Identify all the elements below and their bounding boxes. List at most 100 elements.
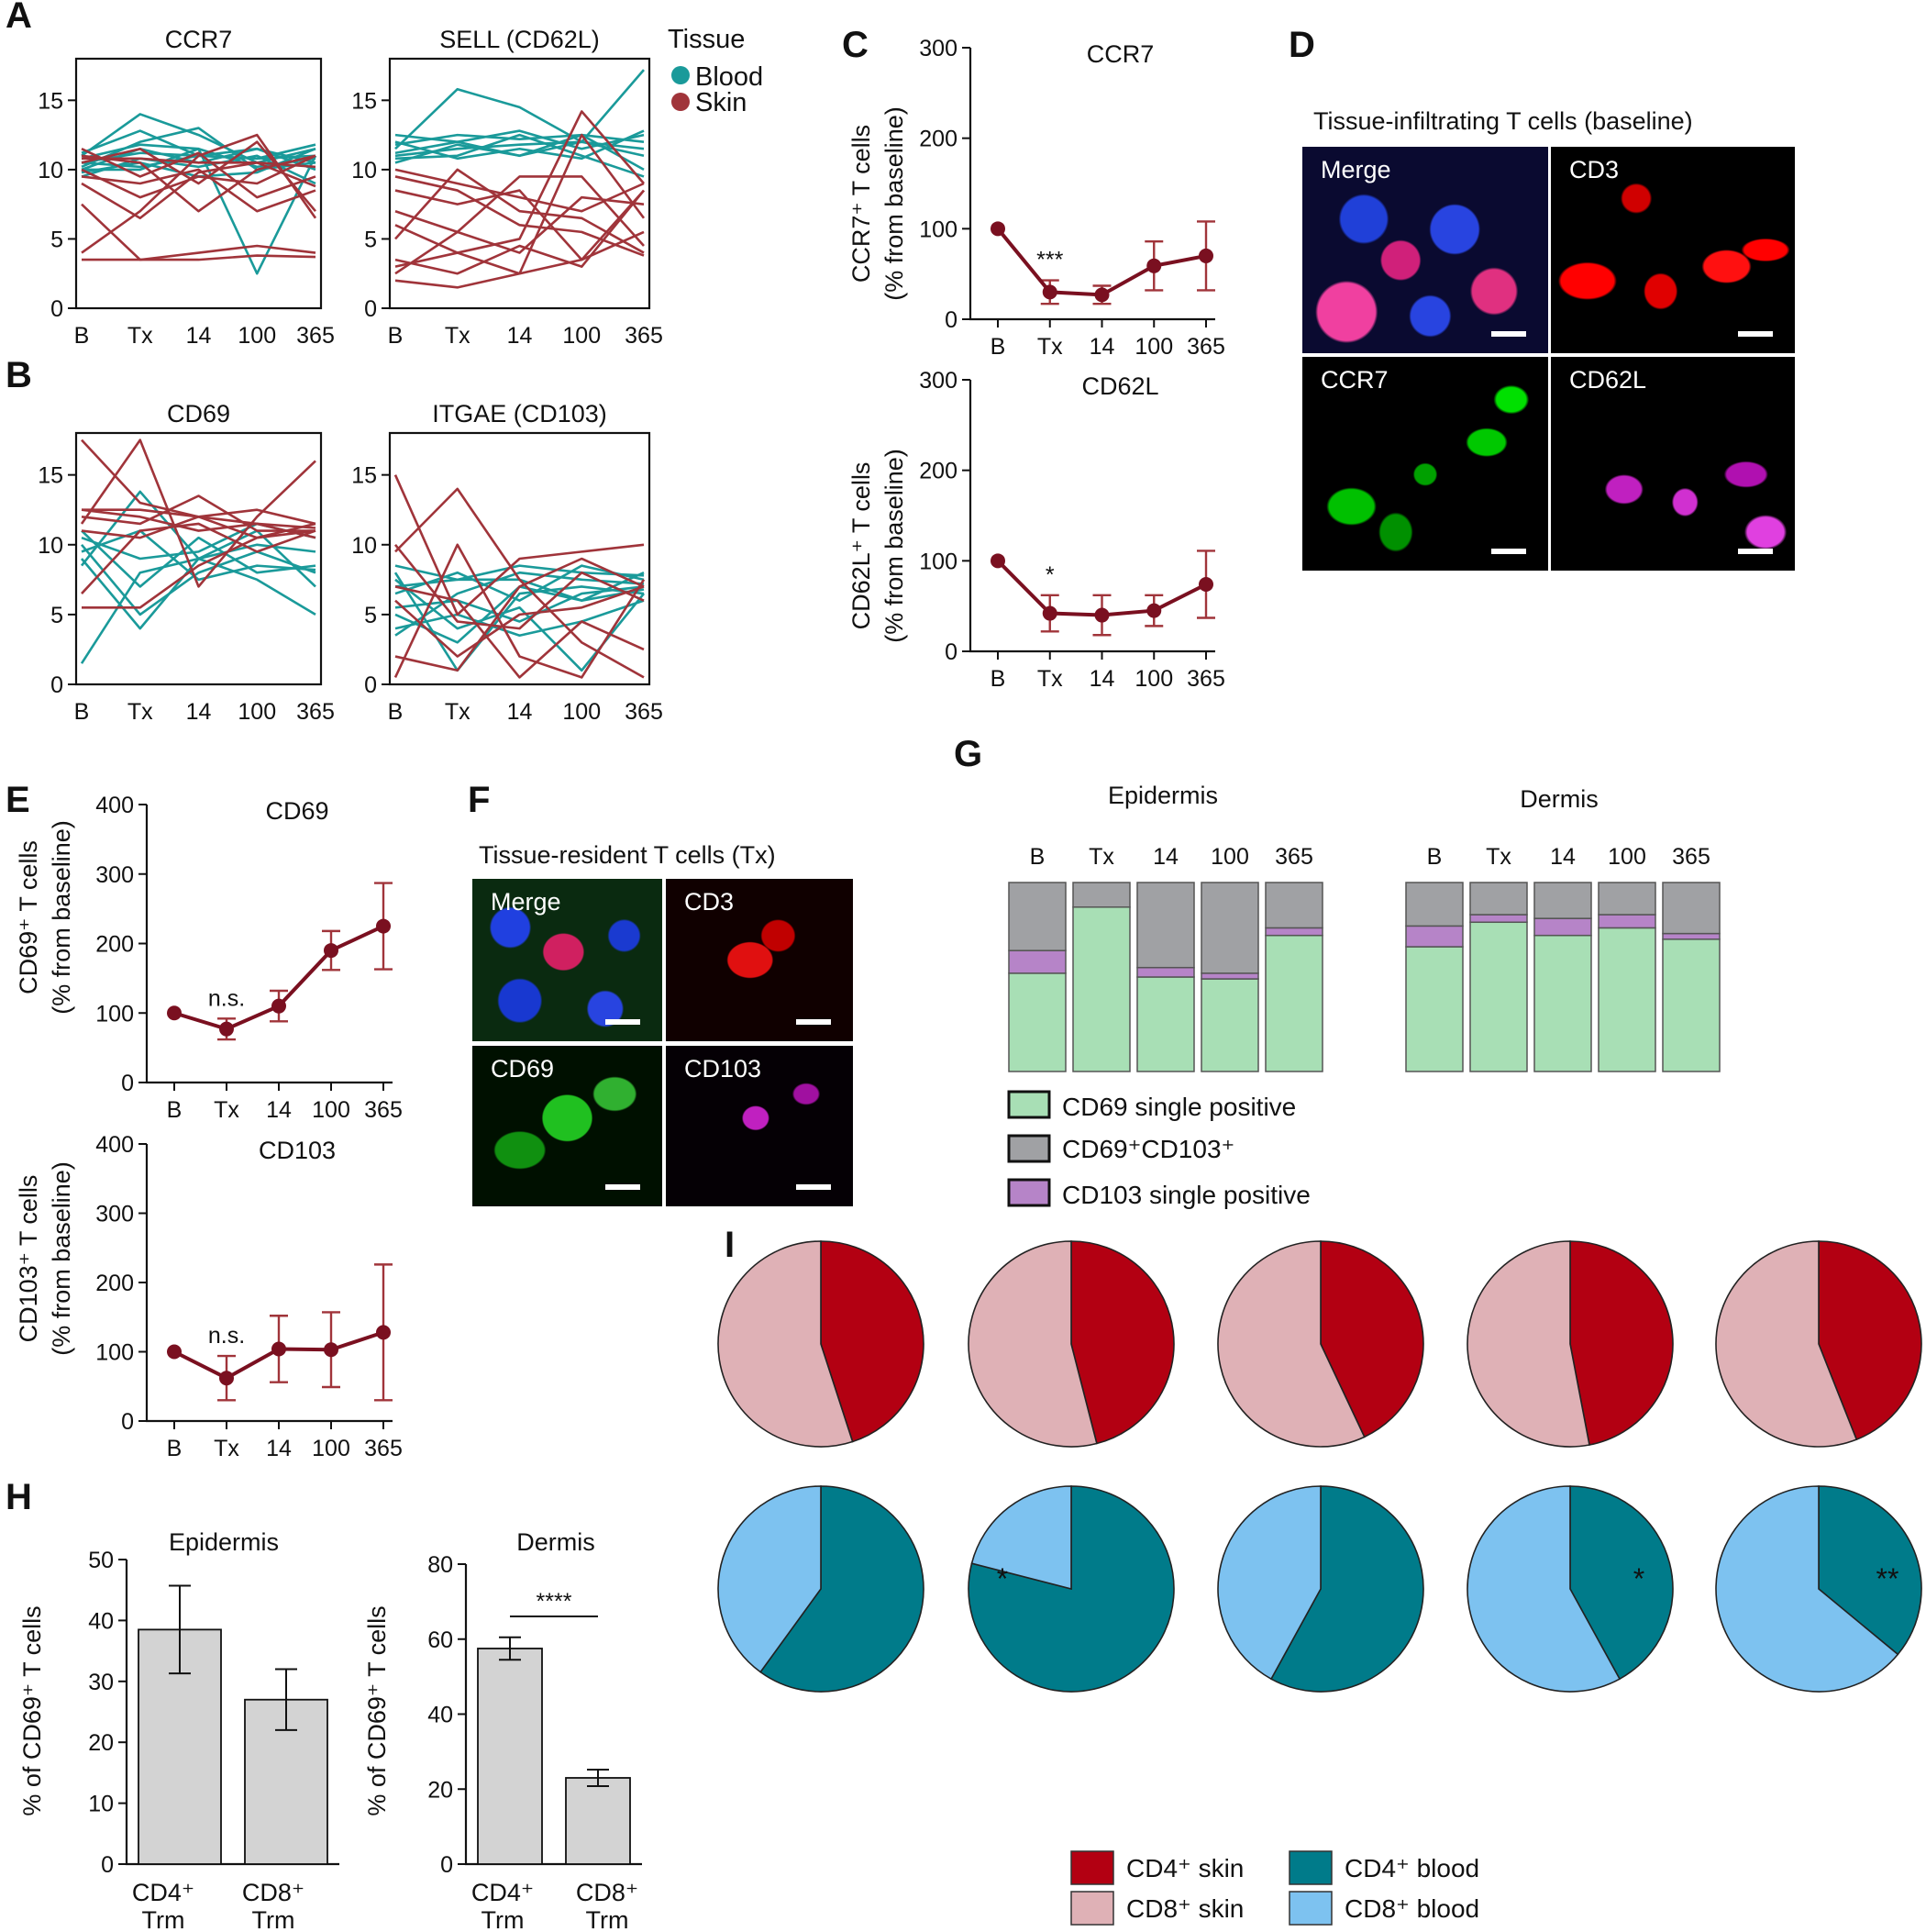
micrograph-d-cd62l: CD62L <box>1551 357 1795 571</box>
micrograph-f-cd69: CD69 <box>472 1046 662 1206</box>
bar-cd103-single <box>1136 966 1195 978</box>
a1-blood-series-1 <box>81 113 316 164</box>
bar-category-label: 100 <box>1608 844 1646 870</box>
y-tick-label: 5 <box>50 603 63 628</box>
pie-slice-cd8-blood <box>1715 1485 1899 1693</box>
x-tick-label: B <box>167 1097 183 1123</box>
bar-cd69-cd103-double <box>1662 882 1721 935</box>
y-tick-label: 400 <box>95 793 134 818</box>
scale-bar <box>796 1184 831 1190</box>
y-tick-label: 200 <box>95 1271 134 1296</box>
bar-category-label: Tx <box>1089 844 1114 870</box>
data-point <box>1199 248 1213 263</box>
data-point <box>376 1325 391 1340</box>
x-tick-label: 365 <box>296 699 335 725</box>
h1-cat1-label: CD4⁺ <box>132 1879 194 1906</box>
x-tick-label: 100 <box>1135 334 1173 360</box>
x-tick-label: 14 <box>186 699 212 725</box>
g-legend-cd69-swatch <box>1007 1090 1051 1119</box>
scale-bar <box>605 1184 640 1190</box>
bar-cd69-cd103-double <box>1405 882 1464 927</box>
scale-bar <box>796 1019 831 1025</box>
pie-slice-cd4-blood <box>1569 1485 1674 1681</box>
y-tick-label: 40 <box>88 1608 114 1634</box>
micrograph-d-ccr7: CCR7 <box>1302 357 1548 571</box>
x-tick-label: 365 <box>364 1436 403 1461</box>
data-point <box>324 1342 338 1358</box>
x-tick-label: 14 <box>266 1436 292 1461</box>
x-tick-label: 100 <box>238 699 276 725</box>
bar-cd69-single <box>1136 976 1195 1072</box>
micrograph-d-ccr7-label: CCR7 <box>1321 366 1389 394</box>
micrograph-d-cd62l-label: CD62L <box>1569 366 1647 394</box>
c1-ylabel-2: (% from baseline) <box>880 106 908 301</box>
i-legend-cd8skin-label: CD8⁺ skin <box>1126 1894 1244 1923</box>
y-tick-label: 200 <box>919 127 957 152</box>
pie-slice-cd4-skin <box>1320 1240 1424 1438</box>
y-tick-label: 300 <box>95 862 134 888</box>
pie-slice-cd8-skin <box>1217 1240 1366 1448</box>
x-tick-label: 365 <box>625 699 663 725</box>
y-tick-label: 80 <box>427 1552 453 1578</box>
y-tick-label: 0 <box>364 672 377 698</box>
y-tick-label: 200 <box>95 932 134 958</box>
bar-category-label: 365 <box>1275 844 1313 870</box>
i-legend-cd8skin-swatch <box>1070 1891 1114 1926</box>
panel-label-i: I <box>725 1225 735 1265</box>
x-tick-label: 100 <box>1135 666 1173 692</box>
data-point <box>219 1371 234 1386</box>
b2-blood-series-2 <box>394 585 645 623</box>
data-point <box>271 998 286 1014</box>
bar-cd69-single <box>1533 934 1592 1072</box>
y-tick-label: 300 <box>95 1202 134 1227</box>
micrograph-f-cd3: CD3 <box>666 879 853 1041</box>
bar-category-label: 14 <box>1153 844 1179 870</box>
x-tick-label: 100 <box>312 1097 350 1123</box>
bar-cd69-cd103-double <box>1072 882 1131 908</box>
a2-skin-series-16 <box>394 230 645 289</box>
bar-category-label: B <box>1030 844 1046 870</box>
y-tick-label: 10 <box>38 158 63 183</box>
bar-cd69-cd103-double <box>1265 882 1323 929</box>
a2-skin-series-12 <box>394 189 646 275</box>
y-tick-label: 0 <box>121 1409 134 1435</box>
micrograph-f-merge-label: Merge <box>491 888 561 916</box>
b1-blood-series-3 <box>80 490 316 588</box>
data-point <box>1146 603 1162 618</box>
y-tick-label: 10 <box>88 1792 114 1817</box>
data-point <box>376 918 391 934</box>
g1-title: Epidermis <box>1108 782 1218 809</box>
x-tick-label: B <box>167 1436 183 1461</box>
micrograph-f-cd103-label: CD103 <box>684 1055 762 1083</box>
g-legend-cd103-label: CD103 single positive <box>1062 1181 1311 1209</box>
a1-skin-series-15 <box>81 154 316 199</box>
a1-skin-series-18 <box>81 140 316 213</box>
b2-frame <box>388 431 651 686</box>
a1-skin-series-19 <box>81 161 316 220</box>
x-tick-label: 14 <box>266 1097 292 1123</box>
pie-significance: ** <box>1876 1562 1899 1595</box>
g-legend-dp-label: CD69⁺CD103⁺ <box>1062 1135 1234 1163</box>
y-tick-label: 100 <box>919 549 957 574</box>
b2-title: ITGAE (CD103) <box>432 400 607 427</box>
y-tick-label: 100 <box>95 1001 134 1027</box>
data-point <box>271 1341 286 1357</box>
y-tick-label: 0 <box>945 639 957 665</box>
a1-skin-series-17 <box>81 148 316 199</box>
a2-blood-series-6 <box>394 129 645 161</box>
y-tick-label: 20 <box>88 1730 114 1756</box>
y-tick-label: 0 <box>50 672 63 698</box>
y-tick-label: 300 <box>919 368 957 394</box>
c2-ylabel: CD62L⁺ T cells <box>847 462 875 630</box>
a1-title: CCR7 <box>165 26 233 53</box>
i-legend-cd4blood-label: CD4⁺ blood <box>1345 1854 1479 1882</box>
e1-ylabel-2: (% from baseline) <box>48 820 75 1015</box>
pie-slice-cd4-skin <box>1818 1240 1922 1441</box>
e2-axes <box>145 1144 393 1423</box>
bar-cd103-single <box>1533 917 1592 937</box>
b1-skin-series-9 <box>80 439 316 588</box>
pie-slice-cd8-blood <box>1217 1485 1322 1681</box>
a1-skin-series-16 <box>81 203 316 261</box>
x-tick-label: 100 <box>562 699 601 725</box>
x-tick-label: 100 <box>238 323 276 349</box>
